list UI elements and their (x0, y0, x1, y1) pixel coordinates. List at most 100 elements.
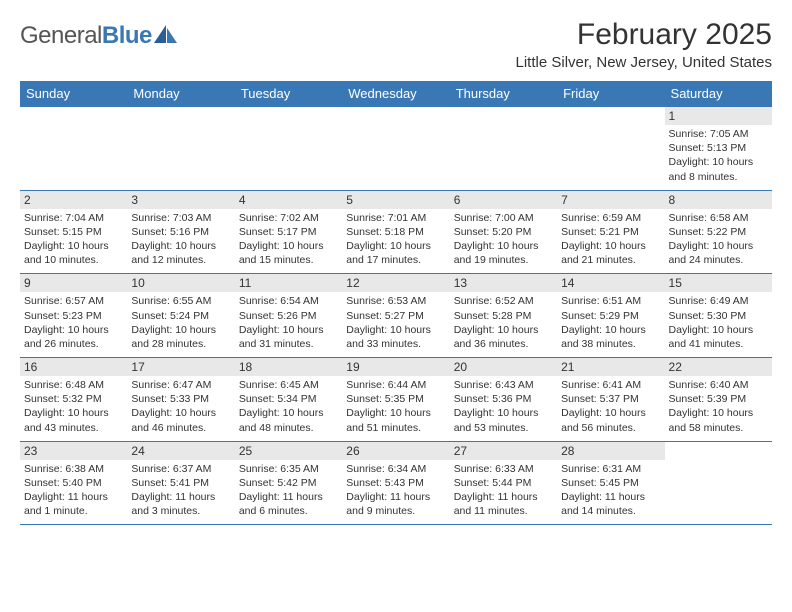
day-number: 27 (450, 442, 557, 460)
calendar-week-row: 16Sunrise: 6:48 AMSunset: 5:32 PMDayligh… (20, 358, 772, 442)
calendar-day-cell: 2 Sunrise: 7:04 AMSunset: 5:15 PMDaylight… (20, 190, 127, 274)
day-info: Sunrise: 6:48 AMSunset: 5:32 PMDaylight:… (24, 378, 123, 435)
day-number: 3 (127, 191, 234, 209)
day-number: 28 (557, 442, 664, 460)
day-info: Sunrise: 6:58 AMSunset: 5:22 PMDaylight:… (669, 211, 768, 268)
calendar-week-row: 9 Sunrise: 6:57 AMSunset: 5:23 PMDaylight… (20, 274, 772, 358)
day-number: 23 (20, 442, 127, 460)
day-number: 7 (557, 191, 664, 209)
calendar-day-cell: 10 Sunrise: 6:55 AMSunset: 5:24 PMDayligh… (127, 274, 234, 358)
day-info: Sunrise: 6:55 AMSunset: 5:24 PMDaylight:… (131, 294, 230, 351)
calendar-day-cell: 18Sunrise: 6:45 AMSunset: 5:34 PMDayligh… (235, 358, 342, 442)
day-number: 4 (235, 191, 342, 209)
calendar-day-cell: 3 Sunrise: 7:03 AMSunset: 5:16 PMDaylight… (127, 190, 234, 274)
day-info: Sunrise: 6:57 AMSunset: 5:23 PMDaylight:… (24, 294, 123, 351)
day-info: Sunrise: 6:35 AMSunset: 5:42 PMDaylight:… (239, 462, 338, 519)
calendar-day-cell: 22 Sunrise: 6:40 AMSunset: 5:39 PMDayligh… (665, 358, 772, 442)
calendar-day-cell: 6Sunrise: 7:00 AMSunset: 5:20 PMDaylight… (450, 190, 557, 274)
weekday-header: Saturday (665, 81, 772, 107)
day-number: 24 (127, 442, 234, 460)
day-info: Sunrise: 6:49 AMSunset: 5:30 PMDaylight:… (669, 294, 768, 351)
calendar-day-cell (342, 107, 449, 191)
location: Little Silver, New Jersey, United States (516, 54, 773, 71)
calendar-day-cell (235, 107, 342, 191)
calendar-header-row: SundayMondayTuesdayWednesdayThursdayFrid… (20, 81, 772, 107)
calendar-day-cell: 24 Sunrise: 6:37 AMSunset: 5:41 PMDayligh… (127, 441, 234, 525)
day-info: Sunrise: 7:02 AMSunset: 5:17 PMDaylight:… (239, 211, 338, 268)
day-number: 2 (20, 191, 127, 209)
day-number: 19 (342, 358, 449, 376)
calendar-day-cell: 4 Sunrise: 7:02 AMSunset: 5:17 PMDaylight… (235, 190, 342, 274)
day-number: 21 (557, 358, 664, 376)
day-number: 10 (127, 274, 234, 292)
day-info: Sunrise: 6:59 AMSunset: 5:21 PMDaylight:… (561, 211, 660, 268)
day-info: Sunrise: 6:53 AMSunset: 5:27 PMDaylight:… (346, 294, 445, 351)
calendar-day-cell: 14 Sunrise: 6:51 AMSunset: 5:29 PMDayligh… (557, 274, 664, 358)
calendar-day-cell: 9 Sunrise: 6:57 AMSunset: 5:23 PMDaylight… (20, 274, 127, 358)
calendar-day-cell: 16Sunrise: 6:48 AMSunset: 5:32 PMDayligh… (20, 358, 127, 442)
calendar-day-cell (450, 107, 557, 191)
day-info: Sunrise: 7:03 AMSunset: 5:16 PMDaylight:… (131, 211, 230, 268)
day-info: Sunrise: 6:41 AMSunset: 5:37 PMDaylight:… (561, 378, 660, 435)
logo-text-general: General (20, 22, 102, 49)
day-number: 20 (450, 358, 557, 376)
day-info: Sunrise: 6:54 AMSunset: 5:26 PMDaylight:… (239, 294, 338, 351)
day-info: Sunrise: 6:40 AMSunset: 5:39 PMDaylight:… (669, 378, 768, 435)
weekday-header: Thursday (450, 81, 557, 107)
calendar-day-cell: 23 Sunrise: 6:38 AMSunset: 5:40 PMDayligh… (20, 441, 127, 525)
day-number: 5 (342, 191, 449, 209)
weekday-header: Tuesday (235, 81, 342, 107)
day-info: Sunrise: 6:38 AMSunset: 5:40 PMDaylight:… (24, 462, 123, 519)
title-block: February 2025 Little Silver, New Jersey,… (516, 18, 773, 71)
calendar-day-cell: 19 Sunrise: 6:44 AMSunset: 5:35 PMDayligh… (342, 358, 449, 442)
day-info: Sunrise: 6:34 AMSunset: 5:43 PMDaylight:… (346, 462, 445, 519)
calendar-day-cell: 8Sunrise: 6:58 AMSunset: 5:22 PMDaylight… (665, 190, 772, 274)
logo-sail-icon (154, 25, 180, 47)
day-info: Sunrise: 6:51 AMSunset: 5:29 PMDaylight:… (561, 294, 660, 351)
day-number: 14 (557, 274, 664, 292)
day-number: 12 (342, 274, 449, 292)
calendar-day-cell: 7 Sunrise: 6:59 AMSunset: 5:21 PMDaylight… (557, 190, 664, 274)
logo: GeneralBlue (20, 22, 180, 50)
calendar-day-cell (557, 107, 664, 191)
day-info: Sunrise: 7:05 AMSunset: 5:13 PMDaylight:… (669, 127, 768, 184)
calendar-day-cell: 26 Sunrise: 6:34 AMSunset: 5:43 PMDayligh… (342, 441, 449, 525)
day-number: 11 (235, 274, 342, 292)
day-info: Sunrise: 7:04 AMSunset: 5:15 PMDaylight:… (24, 211, 123, 268)
calendar-week-row: 1 Sunrise: 7:05 AMSunset: 5:13 PMDaylight… (20, 107, 772, 191)
calendar-week-row: 2 Sunrise: 7:04 AMSunset: 5:15 PMDaylight… (20, 190, 772, 274)
calendar-day-cell: 21 Sunrise: 6:41 AMSunset: 5:37 PMDayligh… (557, 358, 664, 442)
calendar-week-row: 23 Sunrise: 6:38 AMSunset: 5:40 PMDayligh… (20, 441, 772, 525)
day-number: 6 (450, 191, 557, 209)
day-number: 17 (127, 358, 234, 376)
day-number: 13 (450, 274, 557, 292)
calendar-day-cell: 1 Sunrise: 7:05 AMSunset: 5:13 PMDaylight… (665, 107, 772, 191)
day-number: 1 (665, 107, 772, 125)
day-info: Sunrise: 6:31 AMSunset: 5:45 PMDaylight:… (561, 462, 660, 519)
day-number: 22 (665, 358, 772, 376)
calendar-day-cell: 27Sunrise: 6:33 AMSunset: 5:44 PMDayligh… (450, 441, 557, 525)
calendar-day-cell: 5Sunrise: 7:01 AMSunset: 5:18 PMDaylight… (342, 190, 449, 274)
day-number: 25 (235, 442, 342, 460)
calendar-day-cell (127, 107, 234, 191)
day-number: 26 (342, 442, 449, 460)
day-info: Sunrise: 6:37 AMSunset: 5:41 PMDaylight:… (131, 462, 230, 519)
day-info: Sunrise: 6:44 AMSunset: 5:35 PMDaylight:… (346, 378, 445, 435)
calendar-table: SundayMondayTuesdayWednesdayThursdayFrid… (20, 81, 772, 525)
calendar-day-cell: 13Sunrise: 6:52 AMSunset: 5:28 PMDayligh… (450, 274, 557, 358)
calendar-day-cell: 17Sunrise: 6:47 AMSunset: 5:33 PMDayligh… (127, 358, 234, 442)
calendar-body: 1 Sunrise: 7:05 AMSunset: 5:13 PMDaylight… (20, 107, 772, 525)
day-number: 9 (20, 274, 127, 292)
calendar-day-cell: 25 Sunrise: 6:35 AMSunset: 5:42 PMDayligh… (235, 441, 342, 525)
weekday-header: Wednesday (342, 81, 449, 107)
logo-text-blue: Blue (102, 22, 152, 49)
day-info: Sunrise: 6:43 AMSunset: 5:36 PMDaylight:… (454, 378, 553, 435)
header: GeneralBlue February 2025 Little Silver,… (20, 18, 772, 71)
calendar-day-cell: 12 Sunrise: 6:53 AMSunset: 5:27 PMDayligh… (342, 274, 449, 358)
day-number: 15 (665, 274, 772, 292)
calendar-day-cell: 15 Sunrise: 6:49 AMSunset: 5:30 PMDayligh… (665, 274, 772, 358)
calendar-day-cell: 11 Sunrise: 6:54 AMSunset: 5:26 PMDayligh… (235, 274, 342, 358)
calendar-day-cell: 28 Sunrise: 6:31 AMSunset: 5:45 PMDayligh… (557, 441, 664, 525)
weekday-header: Monday (127, 81, 234, 107)
calendar-day-cell (20, 107, 127, 191)
